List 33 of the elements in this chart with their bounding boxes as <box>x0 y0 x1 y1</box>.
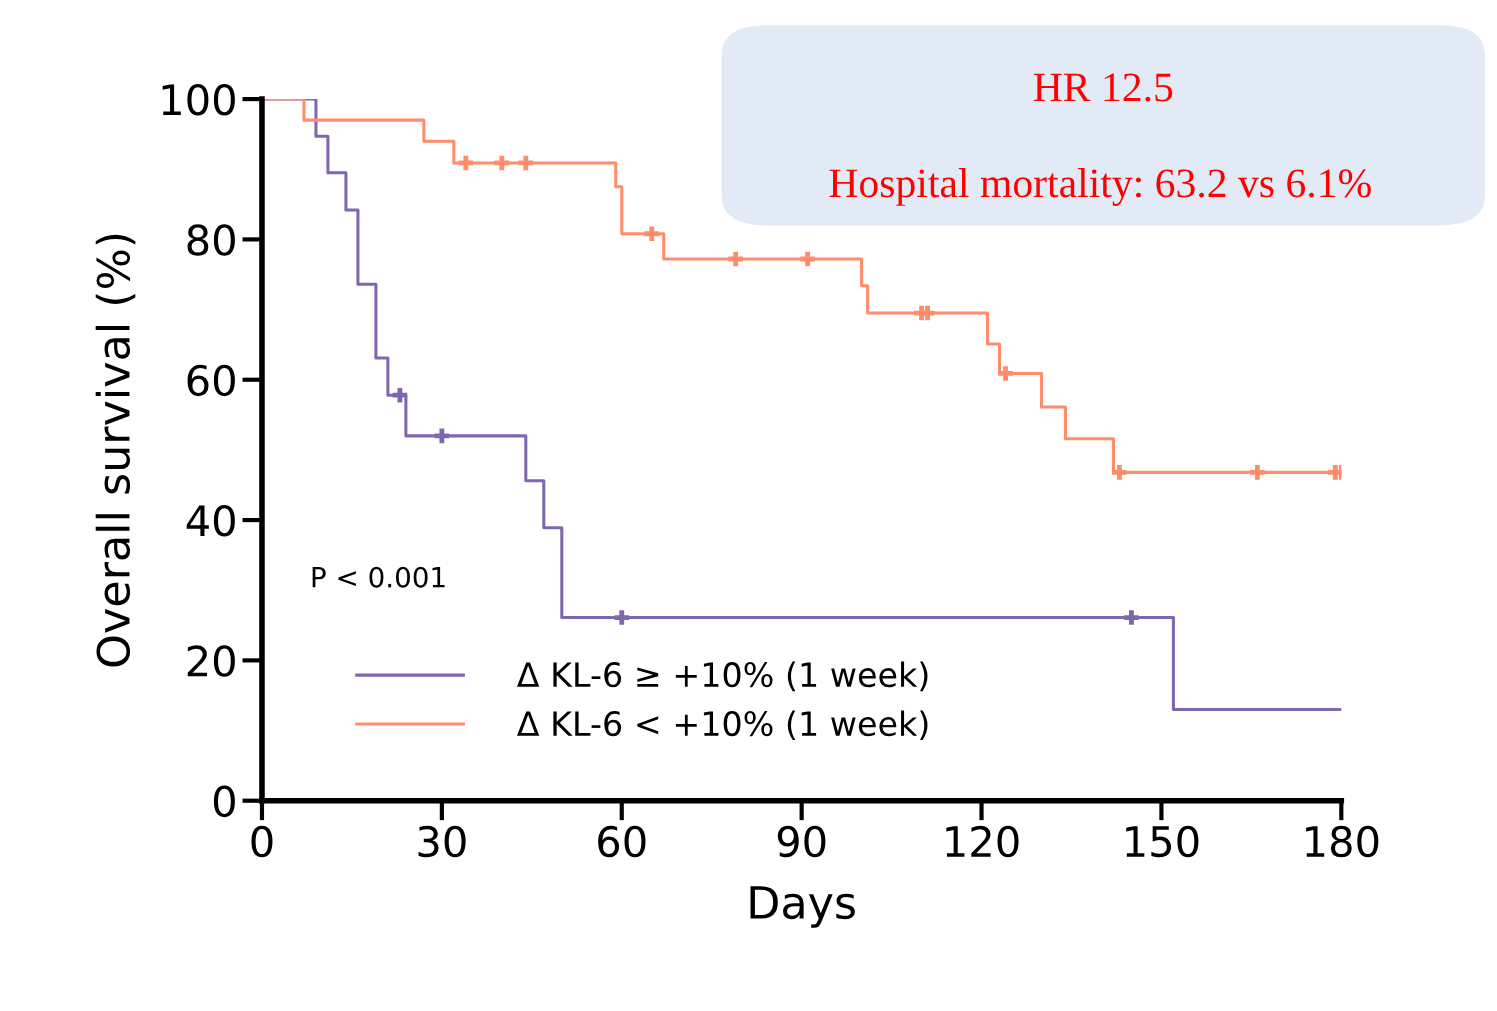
x-tick-label: 150 <box>1126 825 1199 858</box>
x-tick-label: 60 <box>598 825 646 858</box>
legend-label: Δ KL-6 ≥ +10% (1 week) <box>517 661 928 692</box>
y-tick-label: 60 <box>187 364 235 397</box>
x-tick-label: 90 <box>777 825 826 858</box>
y-tick-label: 20 <box>187 645 235 677</box>
x-tick-label: 180 <box>1306 825 1379 858</box>
annotation: Hospital mortality: 63.2 vs 6.1% <box>829 168 1371 206</box>
y-tick-label: 0 <box>213 785 235 818</box>
point <box>728 251 743 267</box>
point <box>1112 465 1127 480</box>
x-tick-label: 0 <box>251 825 273 858</box>
point <box>458 155 474 171</box>
x-axis-title: Days <box>750 886 855 928</box>
legend-label: Δ KL-6 < +10% (1 week) <box>517 710 928 741</box>
annotation: P < 0.001 <box>312 566 445 588</box>
point <box>614 610 630 625</box>
y-axis-title: Overall survival (%) <box>95 234 136 667</box>
y-tick-label: 80 <box>187 224 235 256</box>
point <box>1250 465 1265 480</box>
point <box>800 251 815 267</box>
x-tick-label: 120 <box>946 825 1019 858</box>
x-tick-label: 30 <box>418 825 466 858</box>
point <box>644 226 660 242</box>
point <box>392 387 408 403</box>
point <box>1124 610 1139 625</box>
y-tick-label: 100 <box>162 83 235 116</box>
point <box>494 155 510 171</box>
point <box>518 155 534 171</box>
point <box>998 366 1013 381</box>
annotation: HR 12.5 <box>1033 73 1173 102</box>
y-tick-label: 40 <box>186 504 235 537</box>
point <box>434 428 450 444</box>
